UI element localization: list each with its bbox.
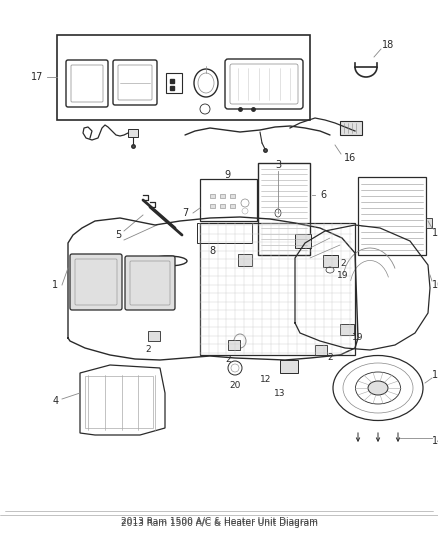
Bar (340, 324, 354, 335)
Bar (128, 129, 138, 137)
Text: 18: 18 (382, 40, 394, 50)
Text: 6: 6 (320, 190, 326, 200)
Text: 2: 2 (145, 345, 151, 354)
Bar (57, 35, 310, 120)
Ellipse shape (368, 381, 388, 395)
Text: 8: 8 (209, 246, 215, 256)
Bar (230, 204, 235, 208)
Text: 19: 19 (352, 333, 364, 342)
FancyBboxPatch shape (125, 256, 175, 310)
Text: 12: 12 (260, 375, 272, 384)
Bar (258, 163, 310, 255)
Text: 14: 14 (432, 436, 438, 446)
FancyBboxPatch shape (70, 254, 122, 310)
Text: 9: 9 (224, 170, 230, 180)
Text: 4: 4 (53, 396, 59, 406)
Text: 11: 11 (432, 370, 438, 380)
Bar (323, 255, 338, 267)
Text: 5: 5 (115, 230, 121, 240)
Bar (197, 223, 252, 243)
Text: 7: 7 (182, 208, 188, 218)
Bar (200, 179, 257, 221)
Bar (85, 376, 153, 428)
Bar (295, 234, 311, 248)
Text: 2: 2 (225, 354, 231, 364)
Bar (148, 331, 160, 341)
Text: 20: 20 (230, 381, 241, 390)
Bar (228, 340, 240, 350)
Bar (230, 194, 235, 198)
Bar (358, 177, 426, 255)
Text: 2: 2 (340, 259, 346, 268)
Text: 2013 Ram 1500 A/C & Heater Unit Diagram: 2013 Ram 1500 A/C & Heater Unit Diagram (120, 518, 318, 527)
Text: 17: 17 (31, 72, 43, 82)
Bar (426, 218, 432, 228)
Bar (166, 73, 182, 93)
Text: 3: 3 (275, 160, 281, 170)
Bar (340, 121, 362, 135)
Bar (200, 223, 355, 355)
Bar (280, 360, 298, 373)
Text: 15: 15 (432, 228, 438, 238)
Text: 2013 Ram 1500 A/C & Heater Unit Diagram: 2013 Ram 1500 A/C & Heater Unit Diagram (120, 520, 318, 529)
Bar (220, 204, 225, 208)
Bar (238, 254, 252, 266)
Text: 19: 19 (337, 271, 349, 279)
Text: 13: 13 (274, 389, 286, 398)
Text: 2: 2 (327, 353, 333, 362)
Text: 1: 1 (52, 280, 58, 290)
Bar (210, 194, 215, 198)
Text: 10: 10 (432, 280, 438, 290)
Bar (220, 194, 225, 198)
Bar (315, 345, 327, 355)
Text: 16: 16 (344, 153, 356, 163)
Bar (210, 204, 215, 208)
